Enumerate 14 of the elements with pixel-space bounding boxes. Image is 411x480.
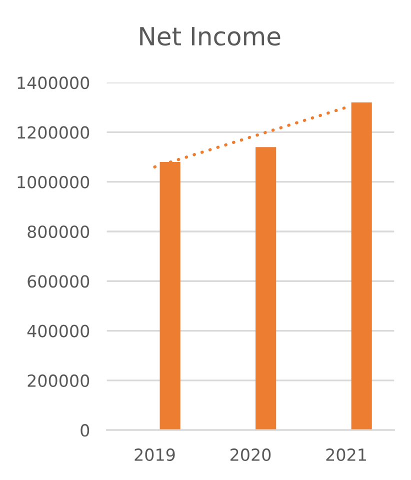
y-tick-label: 600000 bbox=[28, 275, 90, 288]
y-tick-label: 1400000 bbox=[18, 76, 90, 90]
y-tick-label: 800000 bbox=[28, 225, 90, 238]
bar bbox=[256, 147, 276, 430]
chart-title: Net Income bbox=[140, 27, 280, 46]
y-tick-label: 1000000 bbox=[18, 176, 90, 188]
y-tick-label: 200000 bbox=[28, 374, 90, 388]
bar bbox=[351, 102, 372, 430]
x-tick-label: 2021 bbox=[326, 448, 366, 462]
x-tick-label: 2019 bbox=[134, 448, 175, 462]
x-tick-label: 2020 bbox=[230, 448, 271, 462]
y-tick-label: 0 bbox=[80, 424, 90, 437]
y-tick-label: 1200000 bbox=[18, 126, 90, 139]
y-tick-label: 400000 bbox=[27, 324, 90, 338]
